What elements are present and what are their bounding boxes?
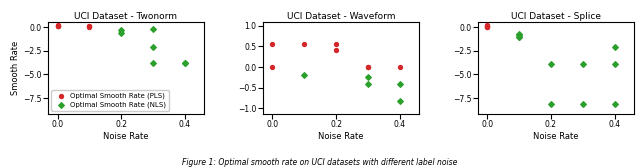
- Y-axis label: Smooth Rate: Smooth Rate: [12, 41, 20, 95]
- Optimal Smooth Rate (NLS): [116, 32, 126, 35]
- Optimal Smooth Rate (NLS): [148, 62, 158, 64]
- Optimal Smooth Rate (NLS): [180, 62, 190, 64]
- Optimal Smooth Rate (NLS): [514, 34, 524, 36]
- Optimal Smooth Rate (NLS): [578, 63, 588, 65]
- Optimal Smooth Rate (PLS): [84, 25, 95, 28]
- Optimal Smooth Rate (NLS): [116, 29, 126, 32]
- Optimal Smooth Rate (NLS): [299, 74, 309, 77]
- Optimal Smooth Rate (PLS): [52, 25, 63, 28]
- Optimal Smooth Rate (NLS): [546, 63, 556, 65]
- Optimal Smooth Rate (NLS): [394, 99, 404, 102]
- Optimal Smooth Rate (NLS): [148, 28, 158, 30]
- Optimal Smooth Rate (PLS): [84, 25, 95, 28]
- Optimal Smooth Rate (NLS): [363, 76, 373, 79]
- X-axis label: Noise Rate: Noise Rate: [103, 132, 148, 141]
- Optimal Smooth Rate (PLS): [483, 25, 493, 28]
- Optimal Smooth Rate (NLS): [394, 83, 404, 86]
- Optimal Smooth Rate (NLS): [578, 102, 588, 105]
- Optimal Smooth Rate (PLS): [483, 25, 493, 27]
- Optimal Smooth Rate (NLS): [514, 35, 524, 38]
- Optimal Smooth Rate (NLS): [609, 102, 620, 105]
- Title: UCI Dataset - Twonorm: UCI Dataset - Twonorm: [74, 12, 177, 21]
- Optimal Smooth Rate (NLS): [609, 63, 620, 65]
- X-axis label: Noise Rate: Noise Rate: [318, 132, 364, 141]
- Optimal Smooth Rate (NLS): [180, 62, 190, 64]
- Optimal Smooth Rate (NLS): [148, 46, 158, 48]
- Text: Figure 1: Optimal smooth rate on UCI datasets with different label noise: Figure 1: Optimal smooth rate on UCI dat…: [182, 158, 458, 167]
- Optimal Smooth Rate (PLS): [84, 25, 95, 27]
- Optimal Smooth Rate (NLS): [546, 102, 556, 105]
- Optimal Smooth Rate (PLS): [394, 66, 404, 68]
- Title: UCI Dataset - Splice: UCI Dataset - Splice: [511, 12, 601, 21]
- Optimal Smooth Rate (PLS): [52, 24, 63, 27]
- Optimal Smooth Rate (PLS): [363, 66, 373, 68]
- Optimal Smooth Rate (PLS): [52, 25, 63, 27]
- Optimal Smooth Rate (PLS): [331, 48, 341, 51]
- Optimal Smooth Rate (NLS): [609, 46, 620, 48]
- X-axis label: Noise Rate: Noise Rate: [533, 132, 579, 141]
- Optimal Smooth Rate (PLS): [299, 42, 309, 45]
- Optimal Smooth Rate (PLS): [483, 25, 493, 28]
- Optimal Smooth Rate (PLS): [363, 66, 373, 68]
- Title: UCI Dataset - Waveform: UCI Dataset - Waveform: [287, 12, 395, 21]
- Optimal Smooth Rate (PLS): [52, 25, 63, 27]
- Optimal Smooth Rate (NLS): [363, 83, 373, 86]
- Optimal Smooth Rate (PLS): [483, 24, 493, 27]
- Optimal Smooth Rate (PLS): [268, 42, 278, 45]
- Optimal Smooth Rate (NLS): [514, 36, 524, 39]
- Legend: Optimal Smooth Rate (PLS), Optimal Smooth Rate (NLS): Optimal Smooth Rate (PLS), Optimal Smoot…: [51, 90, 169, 111]
- Optimal Smooth Rate (NLS): [514, 32, 524, 35]
- Optimal Smooth Rate (PLS): [331, 42, 341, 45]
- Optimal Smooth Rate (PLS): [483, 26, 493, 28]
- Optimal Smooth Rate (PLS): [268, 66, 278, 68]
